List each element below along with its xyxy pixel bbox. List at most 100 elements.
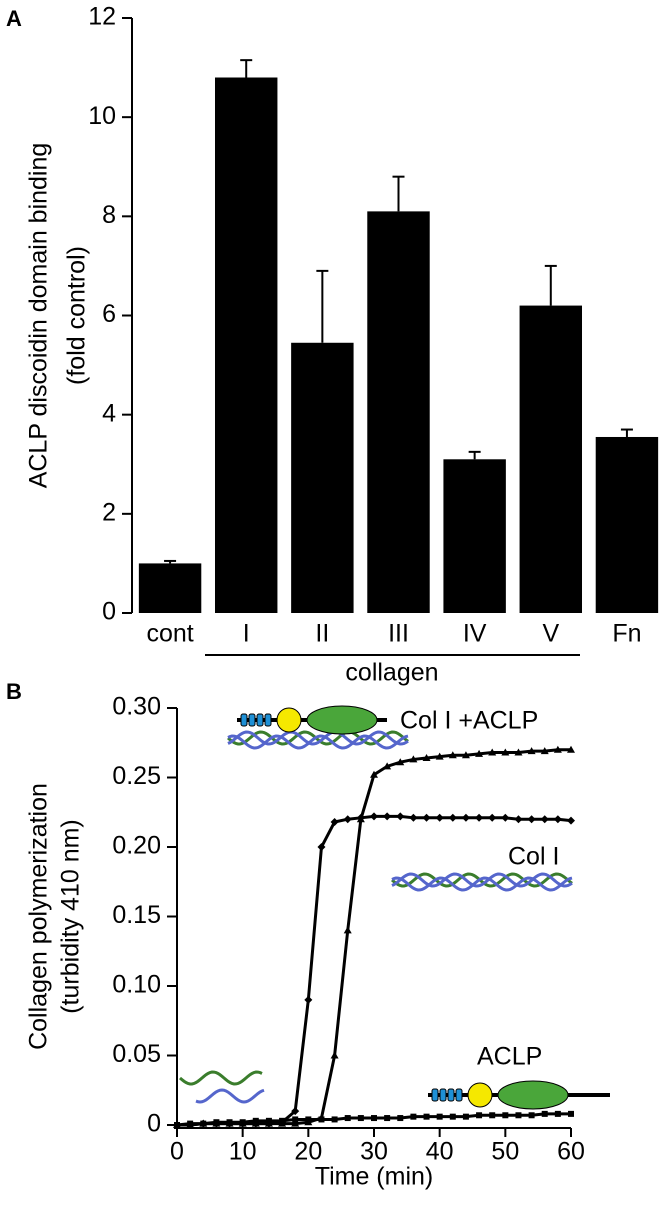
marker (488, 813, 497, 822)
marker (370, 770, 378, 778)
marker (514, 748, 523, 756)
marker (252, 1117, 259, 1124)
marker (279, 1117, 286, 1124)
marker (304, 995, 313, 1004)
marker (330, 817, 339, 826)
bar (519, 305, 583, 613)
marker (554, 1110, 561, 1117)
x-tick-label: 0 (170, 1138, 184, 1166)
marker (435, 752, 444, 760)
marker (435, 813, 444, 822)
y-axis-label: ACLP discoidin domain binding (25, 143, 53, 489)
y-axis-label: (fold control) (63, 246, 91, 385)
marker (343, 815, 352, 824)
x-tick-label: 60 (557, 1138, 585, 1166)
marker (291, 1119, 300, 1127)
marker (540, 747, 549, 755)
y-tick-label: 8 (102, 201, 116, 229)
bar (443, 459, 506, 613)
marker (174, 1122, 180, 1128)
marker (397, 1115, 404, 1122)
marker (501, 748, 510, 756)
marker (422, 813, 431, 822)
marker (488, 748, 497, 756)
x-tick-label: V (542, 620, 559, 648)
marker (436, 1113, 443, 1120)
helix-strand (227, 730, 409, 746)
x-tick-label: Fn (612, 620, 641, 648)
marker (567, 816, 575, 825)
marker (371, 1115, 377, 1122)
marker (489, 1112, 496, 1119)
y-tick-label: 2 (102, 498, 116, 526)
bar (138, 563, 202, 613)
marker (568, 1110, 574, 1117)
x-tick-label: cont (146, 620, 193, 648)
group-label: collagen (345, 659, 438, 687)
molecule-icons (179, 705, 610, 1110)
marker (567, 745, 575, 753)
marker (396, 758, 405, 766)
marker (476, 1112, 483, 1119)
marker (265, 1117, 272, 1124)
helix-strand (391, 872, 573, 888)
marker (541, 1110, 548, 1117)
marker (213, 1119, 220, 1126)
marker (528, 1112, 535, 1119)
helix-strand (179, 1070, 263, 1086)
y-tick-label: 0.25 (112, 762, 161, 790)
y-tick-label: 6 (102, 300, 116, 328)
y-tick-label: 0 (102, 598, 116, 626)
x-tick-label: II (315, 620, 329, 648)
y-tick-label: 10 (88, 102, 116, 130)
x-tick-label: 20 (294, 1138, 322, 1166)
marker (317, 843, 326, 851)
marker (357, 1115, 364, 1122)
y-tick-label: 0.05 (112, 1040, 161, 1068)
marker (383, 812, 392, 821)
panel-label: B (6, 679, 22, 704)
series-label: ACLP (477, 1043, 542, 1071)
y-axis-label: (turbidity 410 nm) (57, 819, 85, 1014)
y-axis-label: Collagen polymerization (25, 783, 53, 1050)
marker (409, 813, 418, 822)
marker (330, 1051, 339, 1059)
x-tick-label: 10 (229, 1138, 257, 1166)
marker (384, 1115, 391, 1122)
marker (448, 751, 457, 759)
helix-strand (391, 876, 573, 892)
marker (343, 926, 352, 934)
bar (595, 436, 659, 613)
helix-strand (227, 730, 409, 746)
x-tick-label: 30 (360, 1138, 388, 1166)
marker (475, 813, 484, 822)
aclp-discoidin (306, 705, 378, 735)
marker (292, 1116, 299, 1123)
aclp-domain (467, 1082, 493, 1108)
x-tick-label: 40 (426, 1138, 454, 1166)
panel-label: A (6, 6, 22, 31)
y-tick-label: 12 (88, 3, 116, 31)
bar (214, 77, 278, 613)
marker (449, 1113, 456, 1120)
marker (410, 1113, 417, 1120)
marker (527, 747, 536, 755)
y-tick-label: 0.15 (112, 901, 161, 929)
bar (367, 211, 430, 613)
aclp-repeat (264, 713, 272, 727)
y-tick-label: 0.30 (112, 693, 161, 721)
marker (318, 1116, 325, 1123)
aclp-repeat (256, 713, 264, 727)
y-tick-label: 0.10 (112, 971, 161, 999)
marker (423, 1113, 430, 1120)
marker (448, 813, 457, 822)
marker (331, 1116, 338, 1123)
marker (409, 755, 418, 763)
y-tick-label: 0 (147, 1110, 161, 1138)
marker (200, 1120, 207, 1127)
aclp-repeat (455, 1088, 463, 1102)
marker (553, 745, 562, 753)
marker (514, 815, 523, 824)
series-label: Col I +ACLP (400, 707, 538, 735)
